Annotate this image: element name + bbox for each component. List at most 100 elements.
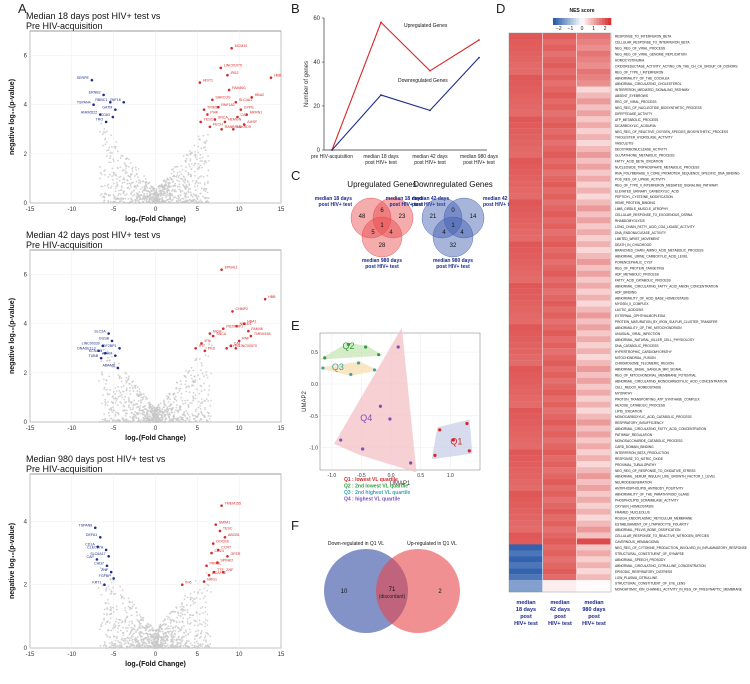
ns-gene-point [116,185,119,187]
ns-gene-point [196,202,199,204]
ns-gene-point [118,189,120,192]
ns-gene-point [200,362,203,365]
ns-gene-point [105,647,108,649]
ns-gene-point [146,639,149,642]
ns-gene-point [197,642,200,645]
ns-gene-point [107,199,110,202]
ns-gene-point [138,407,141,410]
ns-gene-point [200,390,203,392]
ns-gene-point [175,645,178,648]
ns-gene-point [183,181,186,184]
ns-gene-point [165,201,168,204]
ns-gene-point [161,408,164,411]
ns-gene-point [184,402,187,405]
heatmap-cell [509,288,543,295]
ns-gene-point [103,193,106,196]
up-gene-label: EPB4L1 [225,265,238,269]
ns-gene-point [128,637,131,640]
x-axis-label: log₂(Fold Change) [125,216,186,223]
y-tick-label: 4 [24,103,28,109]
ns-gene-point [123,597,126,600]
ns-gene-point [200,147,203,150]
up-gene-label: CA1 [234,342,241,346]
ns-gene-point [187,191,190,194]
ns-gene-point [114,393,117,395]
ns-gene-point [185,410,188,412]
ns-gene-point [134,638,137,641]
ns-gene-point [142,406,144,409]
ns-gene-point [205,398,208,400]
ns-gene-point [209,591,212,593]
ns-gene-point [166,406,169,409]
ns-gene-point [186,611,189,614]
ns-gene-point [184,421,187,423]
ns-gene-point [202,175,205,178]
venn-count-all: 1 [380,223,384,229]
ns-gene-point [206,376,209,379]
cluster-label-q1: Q1 [450,437,462,447]
legend-downregulated: Downregulated Genes [398,78,448,84]
ns-gene-point [148,639,151,641]
ns-gene-point [131,416,134,419]
up-gene-point [211,542,215,545]
heatmap-cell [577,443,611,450]
ns-gene-point [182,180,185,183]
ns-gene-point [192,399,195,402]
heatmap-cell [543,282,577,289]
heatmap-cell [577,270,611,277]
ns-gene-point [144,181,147,184]
ns-gene-point [164,183,167,186]
ns-gene-point [209,415,212,418]
ns-gene-point [134,640,137,642]
ns-gene-point [168,194,170,196]
heatmap-row-label: NEG_REG_OF_CYTOKINE_PRODUCTION_INVOLVED_… [615,546,747,550]
up-gene-point [249,334,253,338]
ns-gene-point [167,632,170,635]
ns-gene-point [197,400,200,403]
ns-gene-point [193,375,196,378]
ns-gene-point [154,413,157,416]
ns-gene-point [159,646,162,649]
ns-gene-point [123,419,126,422]
ns-gene-point [108,359,111,362]
ns-gene-point [127,197,130,200]
ns-gene-point [200,397,203,400]
up-gene-point [219,66,223,70]
heatmap-cell [543,241,577,248]
ns-gene-point [157,186,160,189]
heatmap-row-label: LONG_CHAIN_FATTY_ACID_COA_LIGASE_ACTIVIT… [615,225,696,229]
heatmap-row-label: NEG_REG_OF_NUCLEOTIDE_BIOSYNTHETIC_PROCE… [615,106,702,110]
up-gene-label: RNF182 [221,103,234,107]
ns-gene-point [166,398,169,400]
ns-gene-point [144,414,147,417]
up-gene-label: HBB [268,295,276,299]
ns-gene-point [179,629,182,632]
ns-gene-point [150,192,152,195]
down-gene-point [98,113,102,116]
ns-gene-point [130,644,133,647]
up-gene-point [214,523,218,526]
ns-gene-point [124,197,127,200]
ns-gene-point [205,631,207,634]
ns-gene-point [119,189,122,192]
heatmap-column-label-line: HIV+ test [548,621,572,627]
heatmap-column-label-line: HIV+ test [514,621,538,627]
ns-gene-point [192,646,195,649]
ns-gene-point [131,191,133,193]
ns-gene-point [171,194,174,197]
ns-gene-point [162,201,165,204]
ns-gene-point [205,645,208,648]
ns-gene-point [138,632,140,635]
ns-gene-point [117,395,120,398]
ns-gene-point [130,384,133,387]
heatmap-cell [543,229,577,236]
heatmap-column-label-line: HIV+ test [582,621,606,627]
ns-gene-point [194,620,197,623]
heatmap-cell [509,306,543,313]
ns-gene-point [113,419,115,421]
ns-gene-point [145,197,148,200]
up-gene-label: IFI6 [205,339,211,343]
ns-gene-point [139,420,142,423]
ns-gene-point [182,646,185,649]
down-gene-label: ZNF16 [110,98,121,102]
